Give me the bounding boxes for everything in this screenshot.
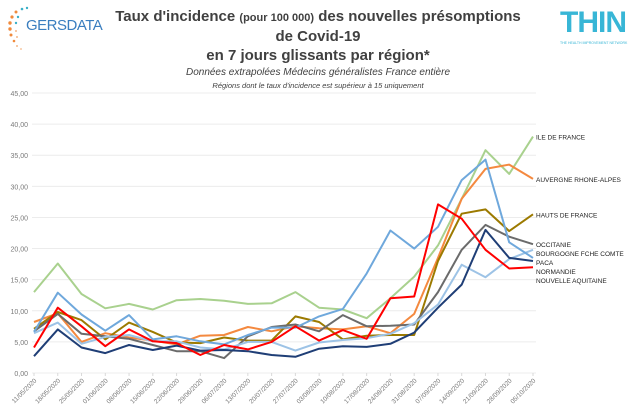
chart-title-line3: en 7 jours glissants par région* (206, 47, 430, 64)
series-label: BOURGOGNE FCHE COMTE (536, 251, 624, 258)
series-line-normandie (33, 228, 534, 358)
series-line-paca (33, 158, 534, 346)
chart-note: Régions dont le taux d'incidence est sup… (212, 81, 424, 90)
dots-logo-icon (8, 6, 29, 50)
thin-logo: THIN (560, 6, 627, 39)
y-tick-label: 20,00 (10, 247, 28, 254)
series-label: PACA (536, 260, 554, 267)
y-tick-label: 35,00 (10, 153, 28, 160)
series-label: ILE DE FRANCE (536, 135, 586, 142)
y-tick-label: 5,00 (14, 340, 28, 347)
chart-subtitle: Données extrapolées Médecins généraliste… (185, 67, 451, 78)
chart-title-line1: Taux d'incidence (pour 100 000) des nouv… (88, 8, 548, 27)
thin-logo-subtitle: THE HEALTH IMPROVEMENT NETWORK (560, 41, 628, 45)
x-tick-label: 05/10/2020 (509, 377, 537, 405)
series-label: HAUTS DE FRANCE (536, 212, 598, 219)
y-tick-label: 0,00 (14, 371, 28, 378)
y-tick-label: 45,00 (10, 91, 28, 98)
series-line-hauts-de-france (33, 208, 534, 345)
series-line-nouvelle-aquitaine (33, 203, 534, 356)
title-part1: Taux d'incidence (115, 8, 236, 25)
title-part2: (pour 100 000) (239, 12, 315, 24)
series-label: OCCITANIE (536, 242, 572, 249)
gersdata-logo: GERSDATA (4, 4, 103, 54)
y-tick-label: 40,00 (10, 122, 28, 129)
series-line-occitanie (33, 223, 534, 360)
y-tick-label: 15,00 (10, 278, 28, 285)
title-part3: des nouvelles présomptions (318, 8, 521, 25)
series-label: NOUVELLE AQUITAINE (536, 278, 607, 285)
chart-title-line2: de Covid-19 (275, 28, 361, 45)
gersdata-logo-text: GERSDATA (26, 17, 103, 34)
y-tick-label: 30,00 (10, 184, 28, 191)
series-label: AUVERGNE RHONE-ALPES (536, 177, 622, 184)
series-label: NORMANDIE (536, 269, 576, 276)
series-line-ile-de-france (33, 136, 534, 320)
y-tick-label: 10,00 (10, 309, 28, 316)
series-line-bourgogne-fche-comte (33, 248, 534, 352)
y-tick-label: 25,00 (10, 215, 28, 222)
